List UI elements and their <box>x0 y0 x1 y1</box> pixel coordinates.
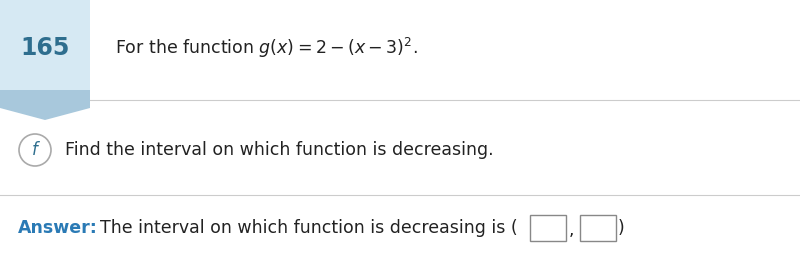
Text: f: f <box>32 141 38 159</box>
Circle shape <box>19 134 51 166</box>
Text: The interval on which function is decreasing is (: The interval on which function is decrea… <box>100 219 518 237</box>
FancyBboxPatch shape <box>530 215 566 241</box>
Text: For the function $g(x)=2-(x-3)^2$.: For the function $g(x)=2-(x-3)^2$. <box>115 36 418 60</box>
Polygon shape <box>0 90 90 120</box>
Text: Answer:: Answer: <box>18 219 98 237</box>
FancyBboxPatch shape <box>580 215 616 241</box>
Text: Find the interval on which function is decreasing.: Find the interval on which function is d… <box>65 141 494 159</box>
Text: ): ) <box>618 219 625 237</box>
Text: 165: 165 <box>20 36 70 60</box>
FancyBboxPatch shape <box>0 0 90 90</box>
Text: ,: , <box>569 221 574 239</box>
